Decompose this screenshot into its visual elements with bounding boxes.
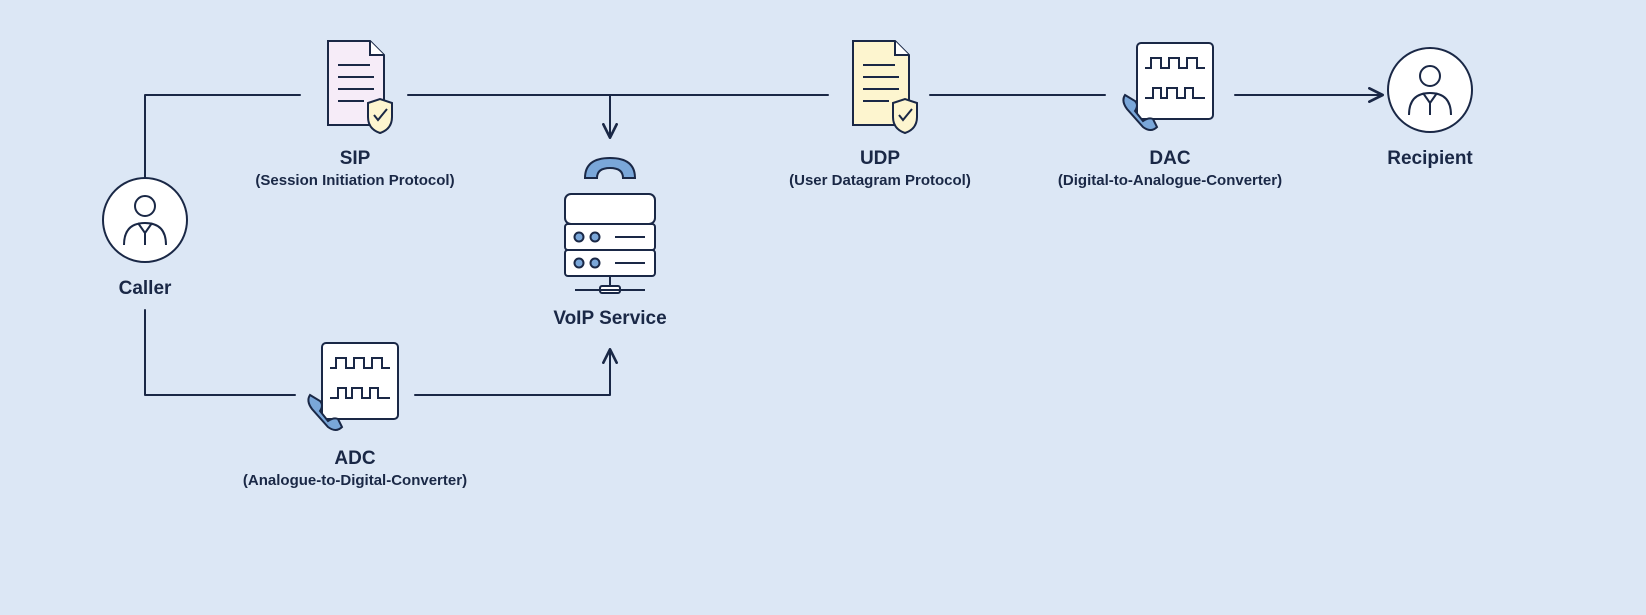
recipient-node: Recipient bbox=[1355, 45, 1505, 170]
voip-node: VoIP Service bbox=[530, 140, 690, 330]
caller-node: Caller bbox=[70, 175, 220, 300]
voip-server-icon bbox=[545, 140, 675, 295]
dac-title: DAC bbox=[1035, 148, 1305, 170]
adc-waveform-icon bbox=[300, 335, 410, 435]
sip-document-icon bbox=[310, 35, 400, 135]
caller-title: Caller bbox=[70, 278, 220, 300]
dac-waveform-icon bbox=[1115, 35, 1225, 135]
recipient-person-icon bbox=[1385, 45, 1475, 135]
caller-person-icon bbox=[100, 175, 190, 265]
recipient-title: Recipient bbox=[1355, 148, 1505, 170]
sip-node: SIP (Session Initiation Protocol) bbox=[235, 35, 475, 189]
udp-node: UDP (User Datagram Protocol) bbox=[780, 35, 980, 189]
adc-title: ADC bbox=[215, 448, 495, 470]
dac-node: DAC (Digital-to-Analogue-Converter) bbox=[1035, 35, 1305, 189]
udp-subtitle: (User Datagram Protocol) bbox=[780, 172, 980, 189]
sip-title: SIP bbox=[235, 148, 475, 170]
adc-node: ADC (Analogue-to-Digital-Converter) bbox=[215, 335, 495, 489]
voip-title: VoIP Service bbox=[530, 308, 690, 330]
adc-subtitle: (Analogue-to-Digital-Converter) bbox=[215, 472, 495, 489]
sip-subtitle: (Session Initiation Protocol) bbox=[235, 172, 475, 189]
udp-document-icon bbox=[835, 35, 925, 135]
dac-subtitle: (Digital-to-Analogue-Converter) bbox=[1035, 172, 1305, 189]
udp-title: UDP bbox=[780, 148, 980, 170]
